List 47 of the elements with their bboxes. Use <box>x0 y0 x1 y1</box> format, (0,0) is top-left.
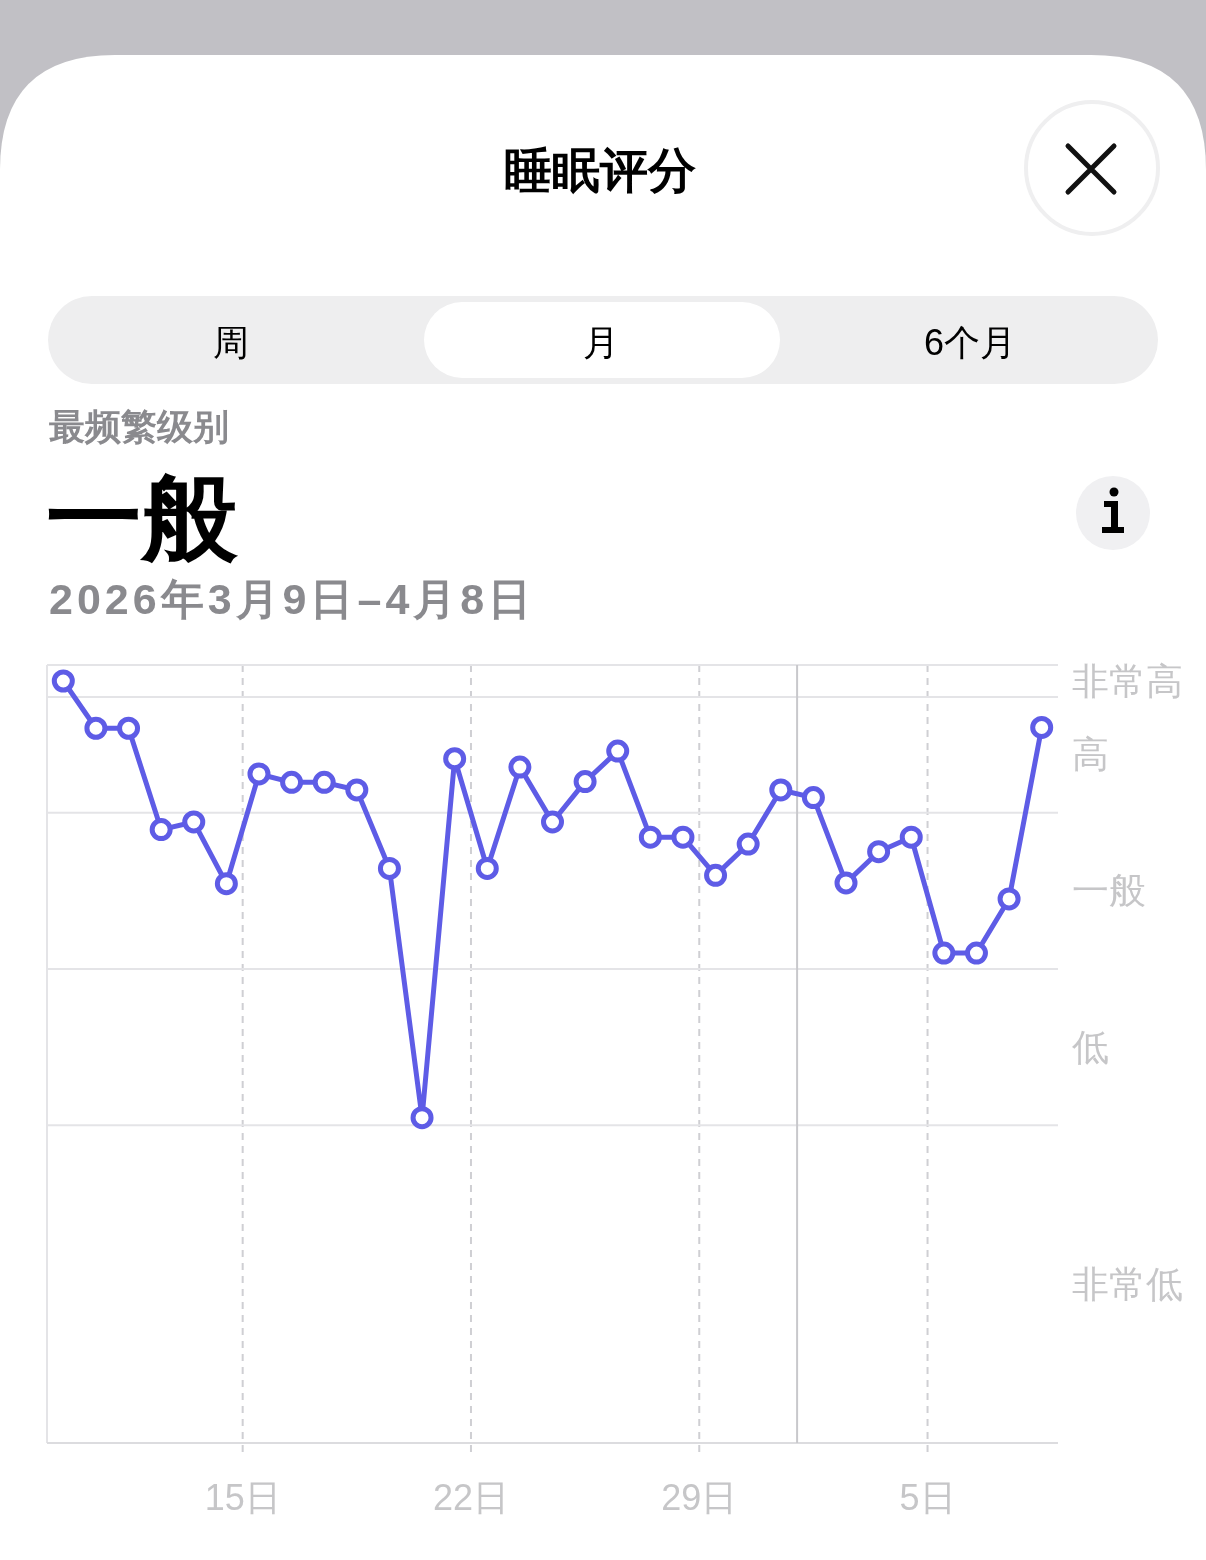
x-tick-label: 5日 <box>899 1476 956 1518</box>
point <box>834 871 858 895</box>
text: 6个月 <box>923 321 1017 363</box>
point <box>345 778 369 802</box>
point <box>182 810 206 834</box>
point <box>410 1106 434 1130</box>
text: 周 <box>213 321 249 363</box>
text: 一般 <box>46 464 239 571</box>
text: 非常高 <box>1072 660 1183 702</box>
x-tick-label: 22日 <box>432 1476 509 1518</box>
point <box>377 856 401 880</box>
point <box>932 941 956 965</box>
point <box>280 770 304 794</box>
point <box>51 669 75 693</box>
point <box>964 941 988 965</box>
point <box>801 786 825 810</box>
point <box>899 825 923 849</box>
x-tick-label: 15日 <box>204 1476 281 1518</box>
point <box>149 818 173 842</box>
point <box>508 755 532 779</box>
point <box>704 863 728 887</box>
text: 高 <box>1072 734 1109 776</box>
point <box>84 716 108 740</box>
chart-subtitle: 2026年3月9日–4月8日 <box>49 575 536 623</box>
point <box>443 747 467 771</box>
point <box>769 778 793 802</box>
text: 最频繁级别 <box>49 405 229 447</box>
point <box>475 856 499 880</box>
point <box>573 770 597 794</box>
point <box>736 832 760 856</box>
point <box>606 739 630 763</box>
point <box>997 887 1021 911</box>
text: 月 <box>583 321 619 363</box>
point <box>312 770 336 794</box>
x-tick-label: 29日 <box>661 1476 738 1518</box>
point <box>214 872 238 896</box>
point <box>1030 715 1054 739</box>
chart-title: 睡眠评分 <box>504 143 696 197</box>
text: 非常低 <box>1072 1263 1183 1305</box>
point <box>117 716 141 740</box>
text: 一般 <box>1072 870 1146 912</box>
point <box>247 762 271 786</box>
point <box>638 825 662 849</box>
point <box>671 825 695 849</box>
point <box>541 810 564 834</box>
text: 低 <box>1072 1026 1109 1068</box>
point <box>867 840 891 864</box>
